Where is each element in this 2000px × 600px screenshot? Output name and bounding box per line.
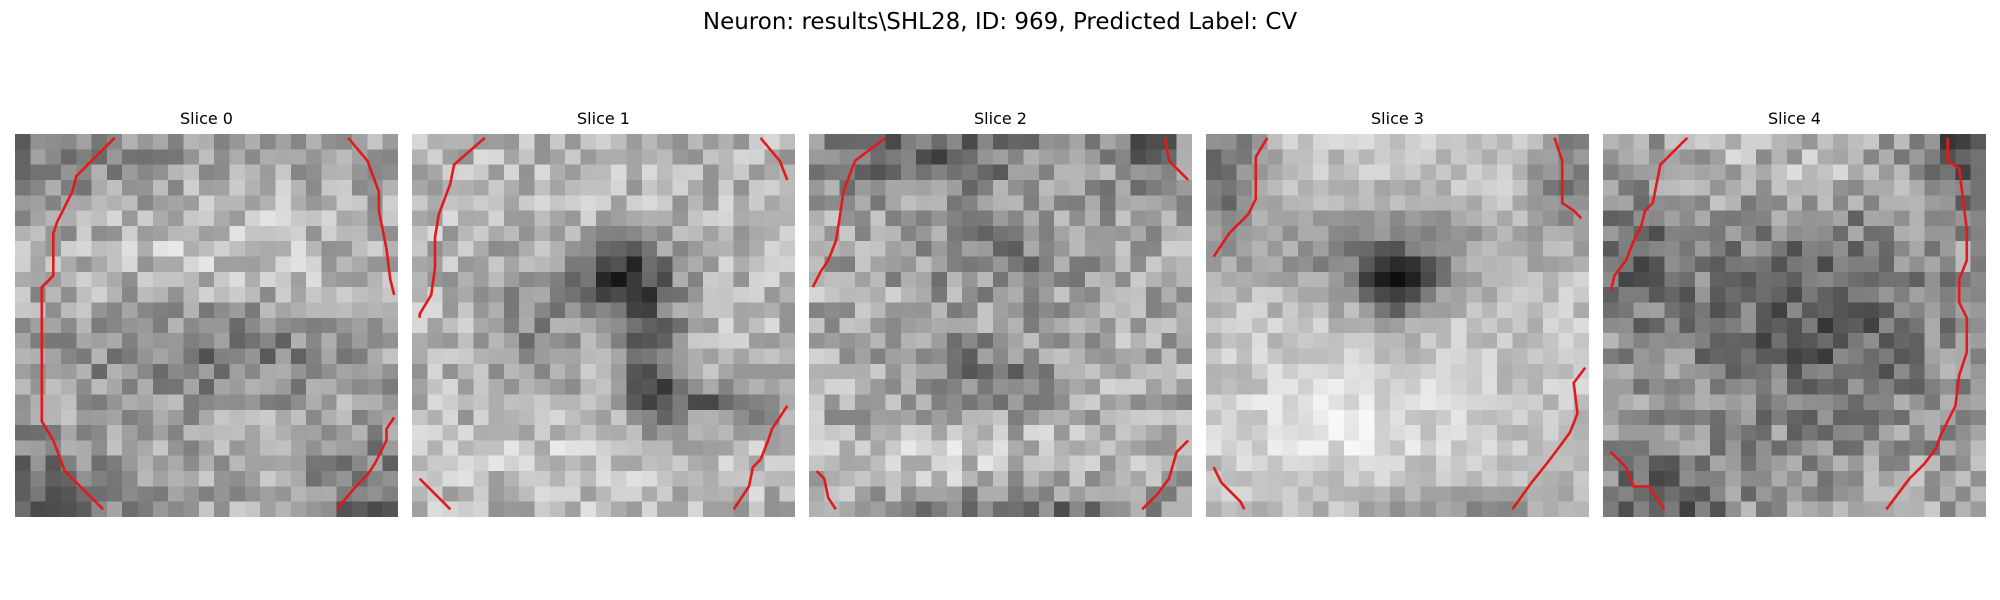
slice-panel-1: Slice 1 (412, 100, 795, 520)
contour-line (418, 477, 452, 511)
slice-panel-3: Slice 3 (1206, 100, 1589, 520)
pixel-grid (809, 134, 1192, 517)
contour-line (335, 416, 396, 511)
slice-image-1 (412, 134, 795, 517)
contour-line (1511, 366, 1587, 511)
contour-line (1163, 137, 1190, 181)
slice-image-3 (1206, 134, 1589, 517)
figure-title: Neuron: results\SHL28, ID: 969, Predicte… (702, 9, 1298, 35)
pixel-grid (15, 134, 398, 517)
slice-title-1: Slice 1 (577, 109, 630, 128)
contour-line (732, 405, 789, 511)
contour-line (759, 136, 789, 181)
slice-image-4 (1603, 134, 1986, 517)
contour-line (1553, 137, 1583, 220)
pixel-grid (1603, 134, 1986, 517)
pixel-grid (1206, 134, 1589, 517)
contour-line (1212, 466, 1246, 510)
contour-line (1141, 439, 1190, 511)
slice-title-4: Slice 4 (1768, 109, 1821, 128)
slice-panel-4: Slice 4 (1603, 100, 1986, 520)
slice-panel-2: Slice 2 (809, 100, 1192, 520)
slice-title-2: Slice 2 (974, 109, 1027, 128)
contour-line (811, 136, 887, 288)
contour-line (1885, 137, 1969, 511)
contour-line (40, 136, 116, 511)
contour-line (1609, 136, 1689, 292)
pixel-grid (412, 134, 795, 517)
slice-image-0 (15, 134, 398, 517)
contour-line (1212, 137, 1269, 258)
slice-title-0: Slice 0 (180, 109, 233, 128)
slice-panel-0: Slice 0 (15, 100, 398, 520)
slice-title-3: Slice 3 (1371, 109, 1424, 128)
slice-image-2 (809, 134, 1192, 517)
contour-line (815, 470, 837, 511)
contour-line (347, 136, 396, 296)
contour-line (1609, 450, 1666, 511)
contour-line (418, 136, 486, 318)
